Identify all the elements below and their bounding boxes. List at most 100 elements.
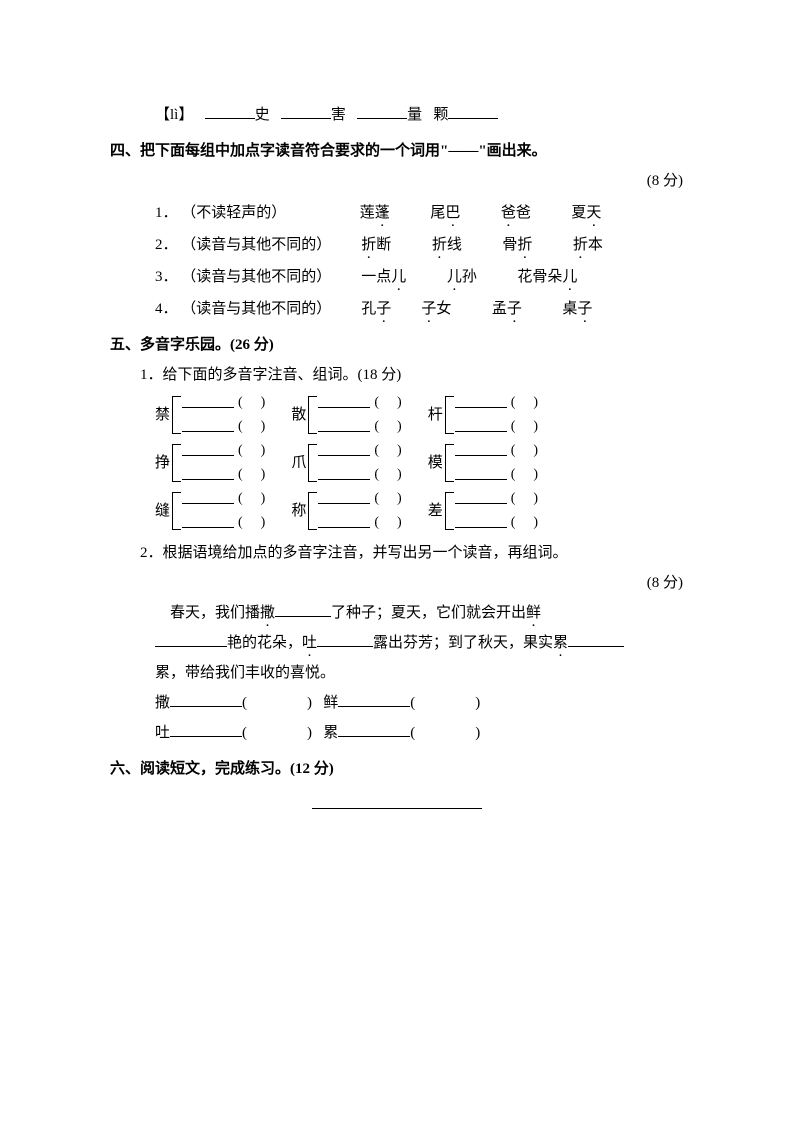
dotted-char: 累 <box>553 628 568 658</box>
blank[interactable] <box>338 721 410 738</box>
dotted-char: 儿 <box>391 262 406 292</box>
section5-sub2-title: 2．根据语境给加点的多音字注音，并写出另一个读音，再组词。 <box>110 538 683 568</box>
poly-char: 模 <box>428 448 443 478</box>
blank[interactable] <box>318 398 370 408</box>
blank[interactable] <box>455 446 507 456</box>
dotted-char: 子 <box>376 294 391 324</box>
dotted-char: 蓬 <box>375 198 390 228</box>
blank[interactable] <box>170 691 242 708</box>
dotted-char: 撒 <box>260 598 275 628</box>
bracket-icon <box>308 490 318 532</box>
dotted-char: 儿 <box>447 262 462 292</box>
li-line: 【lì】 史 害 量 颗 <box>110 100 683 130</box>
paren-slot[interactable]: ( ) <box>242 695 312 711</box>
dotted-char: 吐 <box>302 628 317 658</box>
paren-slot[interactable]: ( ) <box>410 725 480 741</box>
fill-char: 撒 <box>155 695 170 711</box>
li-c2: 害 <box>331 107 346 123</box>
word-part: 孟 <box>492 301 507 317</box>
blank[interactable] <box>357 103 407 120</box>
row-hint: （读音与其他不同的） <box>181 269 331 285</box>
row-num: 1． <box>155 205 178 221</box>
dotted-char: 折 <box>361 230 376 260</box>
blank[interactable] <box>182 518 234 528</box>
row-num: 4． <box>155 301 178 317</box>
section4-points: (8 分) <box>110 166 683 196</box>
poly-char: 差 <box>428 496 443 526</box>
poly-char: 禁 <box>155 400 170 430</box>
dotted-char: 天 <box>586 198 601 228</box>
blank[interactable] <box>182 494 234 504</box>
paren-slot[interactable]: ( ) <box>238 509 267 537</box>
blank[interactable] <box>448 103 498 120</box>
li-c4: 颗 <box>433 107 448 123</box>
blank[interactable] <box>281 103 331 120</box>
poly-row-1: 禁( )( ) 散( )( ) 杆( )( ) <box>110 394 683 436</box>
blank[interactable] <box>205 103 255 120</box>
bracket-icon <box>308 394 318 436</box>
dotted-char: 巴 <box>445 198 460 228</box>
poly-group: 挣( )( ) <box>155 442 267 484</box>
poly-group: 差( )( ) <box>428 490 540 532</box>
poly-group: 杆( )( ) <box>428 394 540 436</box>
blank[interactable] <box>338 691 410 708</box>
para-text: 露出芬芳；到了秋天，果实 <box>373 635 553 651</box>
word-part: 夏 <box>571 205 586 221</box>
q4-row2: 2． （读音与其他不同的） 折断 折线 骨折 折本 <box>110 230 683 260</box>
word-part: 爸 <box>516 205 531 221</box>
dotted-char: 折 <box>432 230 447 260</box>
reading-title-blank <box>110 790 683 820</box>
paren-slot[interactable]: ( ) <box>511 509 540 537</box>
poly-char: 杆 <box>428 400 443 430</box>
poly-group: 爪( )( ) <box>291 442 403 484</box>
dotted-char: 子 <box>421 294 436 324</box>
blank[interactable] <box>318 470 370 480</box>
blank[interactable] <box>455 518 507 528</box>
blank[interactable] <box>170 721 242 738</box>
poly-group: 称( )( ) <box>291 490 403 532</box>
word-part: 莲 <box>360 205 375 221</box>
blank[interactable] <box>182 398 234 408</box>
poly-row-3: 缝( )( ) 称( )( ) 差( )( ) <box>110 490 683 532</box>
paren-slot[interactable]: ( ) <box>410 695 480 711</box>
blank[interactable] <box>275 601 331 618</box>
blank[interactable] <box>182 470 234 480</box>
word-part: 孙 <box>462 269 477 285</box>
bracket-icon <box>172 442 182 484</box>
blank[interactable] <box>318 446 370 456</box>
paren-slot[interactable]: ( ) <box>374 509 403 537</box>
blank[interactable] <box>155 631 227 648</box>
bracket-icon <box>172 394 182 436</box>
li-c1: 史 <box>255 107 270 123</box>
blank[interactable] <box>455 422 507 432</box>
bracket-icon <box>445 490 455 532</box>
row-hint: （读音与其他不同的） <box>181 237 331 253</box>
q4-row1: 1． （不读轻声的） 莲蓬 尾巴 爸爸 夏天 <box>110 198 683 228</box>
fill-char: 吐 <box>155 725 170 741</box>
word-part: 尾 <box>430 205 445 221</box>
blank[interactable] <box>317 631 373 648</box>
blank[interactable] <box>568 631 624 648</box>
dotted-char: 爸 <box>501 198 516 228</box>
q4-row3: 3． （读音与其他不同的） 一点儿 儿孙 花骨朵儿 <box>110 262 683 292</box>
bracket-icon <box>172 490 182 532</box>
blank[interactable] <box>455 494 507 504</box>
row-num: 3． <box>155 269 178 285</box>
paren-slot[interactable]: ( ) <box>242 725 312 741</box>
bracket-icon <box>308 442 318 484</box>
blank[interactable] <box>312 793 482 810</box>
li-marker: 【lì】 <box>155 107 193 123</box>
blank[interactable] <box>455 398 507 408</box>
poly-char: 称 <box>291 496 306 526</box>
poly-char: 挣 <box>155 448 170 478</box>
blank[interactable] <box>455 470 507 480</box>
word-part: 孔 <box>361 301 376 317</box>
dotted-char: 子 <box>577 294 592 324</box>
section5-title: 五、多音字乐园。(26 分) <box>110 330 683 360</box>
blank[interactable] <box>318 422 370 432</box>
blank[interactable] <box>318 518 370 528</box>
blank[interactable] <box>318 494 370 504</box>
blank[interactable] <box>182 422 234 432</box>
blank[interactable] <box>182 446 234 456</box>
fill-row-1: 撒( ) 鲜( ) <box>110 688 683 718</box>
